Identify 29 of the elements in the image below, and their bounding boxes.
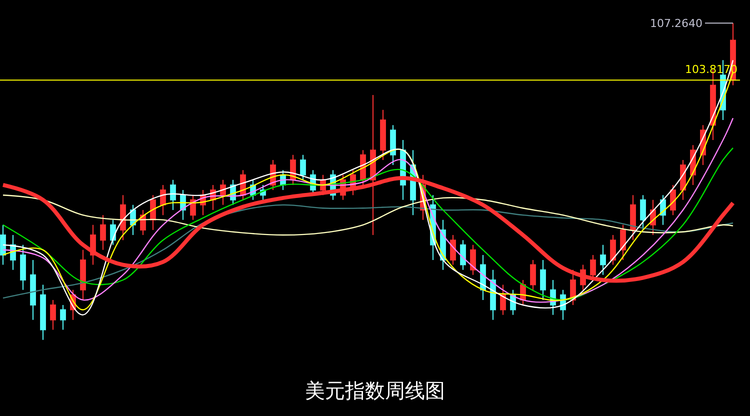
- candlestick: [600, 244, 606, 276]
- candlestick: [120, 194, 126, 241]
- candlestick: [60, 304, 66, 330]
- candlestick: [620, 224, 626, 261]
- candlestick: [30, 260, 36, 320]
- candlestick: [500, 284, 506, 316]
- text: 美元指数周线图: [305, 378, 445, 402]
- candlestick: [170, 179, 176, 210]
- annotation: 107.2640: [650, 17, 702, 30]
- candlestick: [110, 219, 116, 246]
- candlestick: [300, 154, 306, 180]
- candlestick: [540, 260, 546, 300]
- candlestick: [640, 194, 646, 230]
- candlestick: [380, 109, 386, 160]
- candlestick: [40, 284, 46, 340]
- candlestick: [630, 194, 636, 241]
- candlestick: [80, 249, 86, 300]
- candlestick: [460, 240, 466, 270]
- candlestick: [390, 124, 396, 166]
- candlestick: [670, 184, 676, 216]
- candlestick: [470, 244, 476, 276]
- candlestick: [450, 234, 456, 266]
- candlestick: [220, 179, 226, 206]
- candlestick: [610, 234, 616, 266]
- candlestick: [530, 260, 536, 290]
- candlestick: [50, 299, 56, 330]
- candlestick: [100, 214, 106, 250]
- candlestick: [0, 224, 6, 266]
- candlestick: [20, 244, 26, 290]
